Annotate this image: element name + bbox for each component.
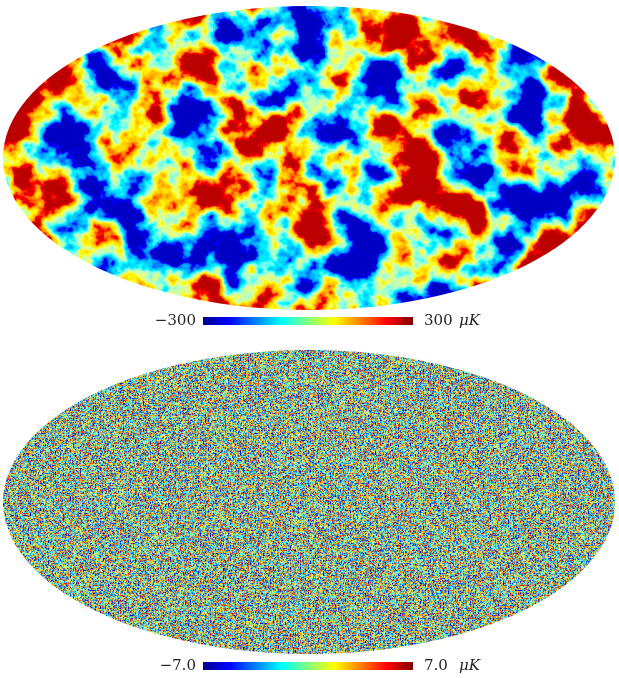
colorbar	[203, 317, 413, 325]
colorbar-unit: μK	[459, 311, 481, 329]
colorbar-max: 300	[424, 311, 453, 329]
map-texture	[3, 350, 615, 654]
colorbar-min: −7.0	[160, 656, 196, 674]
sky-map	[3, 6, 615, 310]
sky-map	[3, 350, 615, 654]
colorbar	[203, 662, 413, 670]
colorbar-min: −300	[155, 311, 196, 329]
map-texture	[3, 6, 615, 310]
colorbar-unit: μK	[459, 656, 481, 674]
colorbar-max: 7.0	[424, 656, 448, 674]
